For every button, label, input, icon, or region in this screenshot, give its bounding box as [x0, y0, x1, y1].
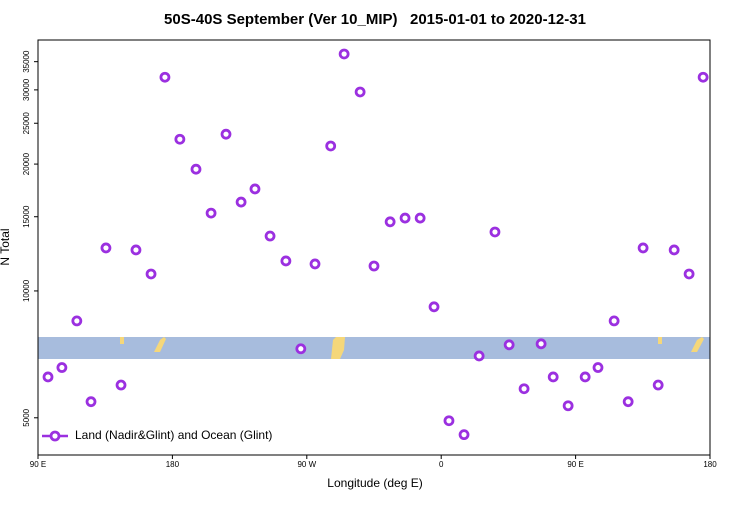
point — [473, 350, 485, 362]
y-tick-label: 20000 — [22, 152, 31, 175]
point — [399, 212, 411, 224]
point — [249, 183, 261, 195]
y-tick-label: 10000 — [22, 279, 31, 302]
point — [190, 163, 202, 175]
point — [668, 244, 680, 256]
y-tick-label: 30000 — [22, 78, 31, 101]
chart-title: 50S-40S September (Ver 10_MIP) 2015-01-0… — [164, 11, 586, 28]
point — [562, 400, 574, 412]
x-tick-label: 90 E — [567, 460, 583, 469]
x-tick-label: 180 — [166, 460, 180, 469]
point — [547, 371, 559, 383]
ocean-band — [38, 337, 710, 359]
point — [579, 371, 591, 383]
point — [428, 301, 440, 313]
point — [280, 255, 292, 267]
point — [159, 71, 171, 83]
y-tick-label: 15000 — [22, 205, 31, 228]
point — [100, 242, 112, 254]
x-tick-label: 90 W — [297, 460, 316, 469]
y-tick-label: 25000 — [22, 112, 31, 135]
point — [309, 258, 321, 270]
point — [443, 415, 455, 427]
land-marks — [120, 337, 704, 359]
y-tick-label: 35000 — [22, 50, 31, 73]
point — [295, 343, 307, 355]
point — [354, 86, 366, 98]
y-tick-label: 5000 — [22, 408, 31, 426]
x-tick-label: 0 — [439, 460, 444, 469]
point — [518, 383, 530, 395]
point — [592, 362, 604, 373]
point — [42, 371, 54, 383]
point — [130, 244, 142, 256]
legend-marker — [49, 430, 61, 442]
point — [652, 379, 664, 391]
point — [325, 140, 337, 152]
point — [235, 196, 247, 208]
point — [414, 212, 426, 224]
legend-label: Land (Nadir&Glint) and Ocean (Glint) — [75, 428, 272, 442]
point — [220, 128, 232, 140]
x-tick-label: 180 — [703, 460, 717, 469]
point — [458, 429, 470, 441]
point — [535, 338, 547, 350]
point — [637, 242, 649, 254]
point — [697, 71, 709, 83]
point — [56, 362, 68, 373]
point — [115, 379, 127, 391]
point — [71, 315, 83, 327]
point — [503, 339, 515, 351]
point — [608, 315, 620, 327]
point — [338, 48, 350, 60]
point — [264, 230, 276, 242]
point — [489, 226, 501, 238]
y-axis-label: N Total — [0, 228, 12, 265]
x-tick-label: 90 E — [30, 460, 46, 469]
point — [85, 396, 97, 408]
plot-frame — [37, 39, 711, 456]
point — [205, 207, 217, 219]
point — [683, 268, 695, 280]
point — [622, 396, 634, 408]
point — [145, 268, 157, 280]
x-axis-label: Longitude (deg E) — [327, 476, 422, 490]
point — [368, 260, 380, 272]
point — [174, 133, 186, 145]
point — [384, 216, 396, 228]
